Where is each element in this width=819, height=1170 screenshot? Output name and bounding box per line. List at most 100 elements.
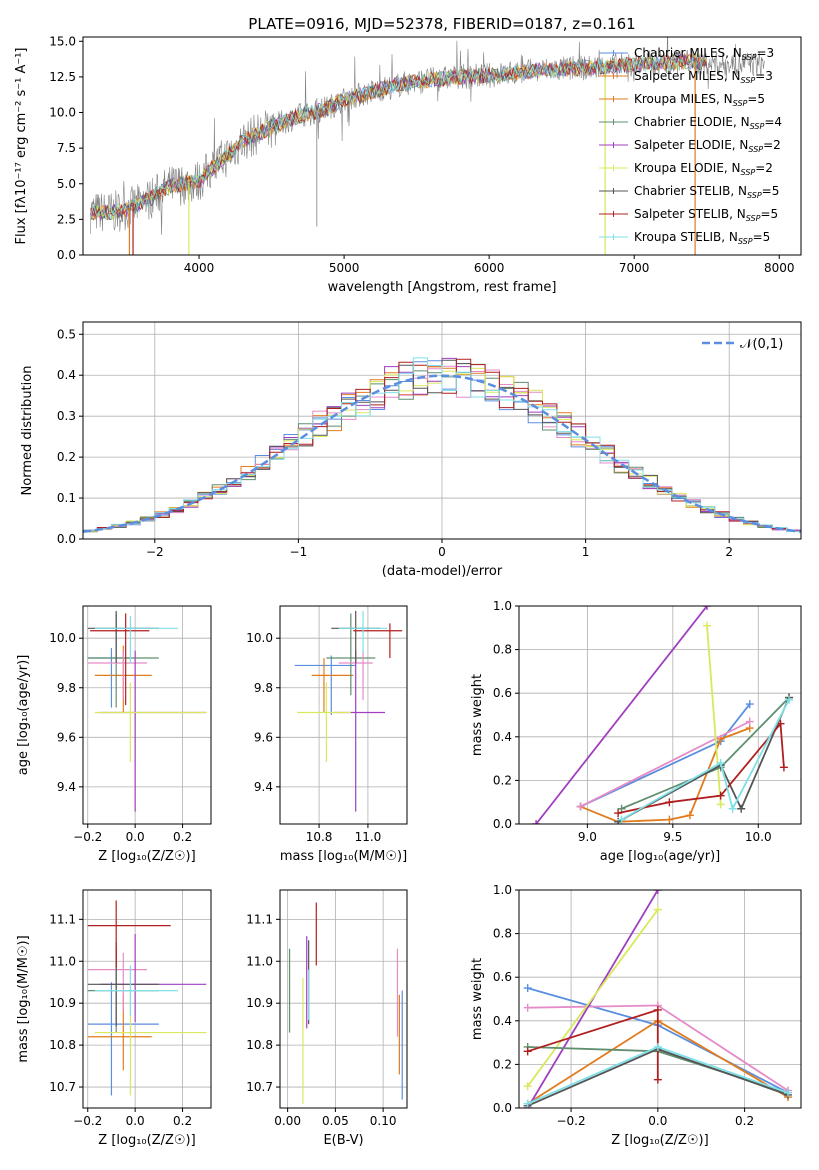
y-tick-label: 0.0	[57, 248, 76, 262]
y-tick-label: 0.0	[57, 532, 76, 546]
model-spectrum	[89, 53, 707, 219]
x-tick-label: −1	[290, 545, 308, 559]
axes-frame	[82, 889, 212, 1109]
y-tick-label: 0.4	[493, 730, 512, 744]
mass-weight-marker	[716, 791, 725, 800]
mass-weight-marker	[745, 700, 754, 709]
y-tick-label: 11.0	[246, 954, 273, 968]
mass-weight-marker	[617, 815, 626, 824]
y-tick-label: 7.5	[57, 141, 76, 155]
mass-weight-marker	[523, 984, 532, 993]
y-tick-label: 10.7	[246, 1080, 273, 1094]
x-tick-label: 7000	[619, 261, 650, 275]
legend-label: Salpeter STELIB, NSSP=5	[634, 207, 778, 223]
y-tick-label: 0.6	[493, 686, 512, 700]
mass-weight-marker	[716, 800, 725, 809]
y-tick-label: 10.7	[49, 1080, 76, 1094]
legend-label: Salpeter ELODIE, NSSP=2	[634, 138, 781, 154]
y-tick-label: 1.0	[493, 599, 512, 613]
y-tick-label: 0.2	[493, 1057, 512, 1071]
mass-weight-marker	[532, 820, 541, 824]
mass-weight-line	[526, 909, 659, 1087]
y-tick-label: 9.4	[254, 780, 273, 794]
y-tick-label: 10.0	[49, 106, 76, 120]
x-axis-label: Z [log₁₀(Z/Z☉)]	[98, 849, 195, 864]
y-tick-label: 10.0	[246, 631, 273, 645]
mass-weight-marker	[665, 815, 674, 824]
x-tick-label: 11.0	[355, 830, 382, 844]
mass-weight-marker	[653, 1005, 662, 1014]
mass-vs-EBV-panel: 0.00 0.05 0.10 10.7 10.8 10.9 11.0 11.1 E(B-V)	[246, 889, 408, 1148]
error-bar-point	[294, 655, 356, 715]
mass-vs-Z-panel: −0.2 0.0 0.2 10.7 10.8 10.9 11.0 11.1 Z [log₁₀(Z…	[16, 889, 212, 1148]
spectrum-panel: 4000 5000 6000 7000 8000 0.0 2.5 5.0 7.5 10.0 12.5…	[14, 34, 802, 295]
legend-marker	[610, 211, 617, 217]
y-tick-label: 9.8	[254, 681, 273, 695]
legend-marker	[610, 73, 617, 79]
error-bar-point	[94, 965, 178, 1016]
y-tick-label: 0.2	[493, 773, 512, 787]
mass-weight-marker	[745, 717, 754, 726]
mass-weight-marker	[716, 758, 725, 767]
error-bar-point	[338, 610, 388, 654]
y-tick-label: 11.1	[49, 912, 76, 926]
normal-curve	[83, 374, 801, 534]
y-tick-label: 9.4	[57, 780, 76, 794]
x-tick-label: 9.0	[578, 830, 597, 844]
y-axis-label: mass [log₁₀(M/M☉)]	[16, 935, 31, 1062]
age-vs-mass-panel: 10.8 11.0 9.4 9.6 9.8 10.0 mass [log₁₀(M/M☉)]	[246, 605, 408, 864]
spectrum-legend: Chabrier MILES, NSSP=3 Salpeter MILES, NS…	[599, 46, 782, 246]
error-bar-point	[94, 615, 178, 663]
legend-marker	[610, 142, 617, 148]
x-axis-label: Z [log₁₀(Z/Z☉)]	[98, 1133, 195, 1148]
x-tick-label: 9.5	[663, 830, 682, 844]
legend-marker	[610, 119, 617, 125]
mass-weight-marker	[783, 1088, 792, 1097]
y-axis-label: mass weight	[470, 958, 485, 1040]
x-tick-label: −2	[146, 545, 164, 559]
mass-weight-marker	[617, 804, 626, 813]
y-tick-label: 0.6	[493, 970, 512, 984]
x-axis-label: E(B-V)	[323, 1133, 363, 1148]
y-tick-label: 0.0	[493, 1101, 512, 1115]
mass-weight-marker	[576, 802, 585, 811]
y-tick-label: 0.4	[57, 368, 76, 382]
mass-weight-marker	[523, 1047, 532, 1056]
mass-weight-marker	[776, 719, 785, 728]
x-tick-label: 10.0	[745, 830, 772, 844]
y-tick-label: 11.1	[246, 912, 273, 926]
legend-label: Kroupa MILES, NSSP=5	[634, 92, 765, 108]
y-tick-label: 11.0	[49, 954, 76, 968]
mass-weight-marker	[653, 1042, 662, 1051]
plot-area	[532, 606, 794, 824]
mass-weight-line	[580, 720, 751, 808]
x-tick-label: 10.8	[306, 830, 333, 844]
y-tick-label: 12.5	[49, 70, 76, 84]
x-tick-label: −0.2	[73, 830, 102, 844]
x-tick-label: 0.2	[173, 1114, 192, 1128]
mass-weight-marker	[685, 811, 694, 820]
figure-title: PLATE=0916, MJD=52378, FIBERID=0187, z=0…	[248, 15, 635, 33]
mass-weight-marker	[779, 763, 788, 772]
y-tick-label: 0.8	[493, 643, 512, 657]
y-tick-label: 1.0	[493, 883, 512, 897]
model-spectrum	[89, 54, 707, 221]
x-axis-label: Z [log₁₀(Z/Z☉)]	[611, 1133, 708, 1148]
legend-marker	[610, 165, 617, 171]
x-tick-label: 8000	[764, 261, 795, 275]
x-tick-label: 0.0	[126, 830, 145, 844]
x-tick-label: 0.00	[274, 1114, 301, 1128]
x-tick-label: 5000	[329, 261, 360, 275]
x-tick-label: 0.2	[735, 1114, 754, 1128]
x-tick-label: 0.05	[322, 1114, 349, 1128]
x-tick-label: 2	[725, 545, 733, 559]
mass-weight-line	[535, 606, 708, 824]
legend-marker	[610, 50, 617, 56]
y-axis-label: age [log₁₀(age/yr)]	[16, 655, 31, 776]
y-tick-label: 2.5	[57, 212, 76, 226]
age-vs-Z-panel: −0.2 0.0 0.2 9.4 9.6 9.8 10.0 Z [log₁₀(Z/Z☉)] ag…	[16, 605, 212, 864]
x-tick-label: −0.2	[556, 1114, 585, 1128]
legend-marker	[610, 234, 617, 240]
x-axis-label: wavelength [Angstrom, rest frame]	[328, 280, 557, 295]
